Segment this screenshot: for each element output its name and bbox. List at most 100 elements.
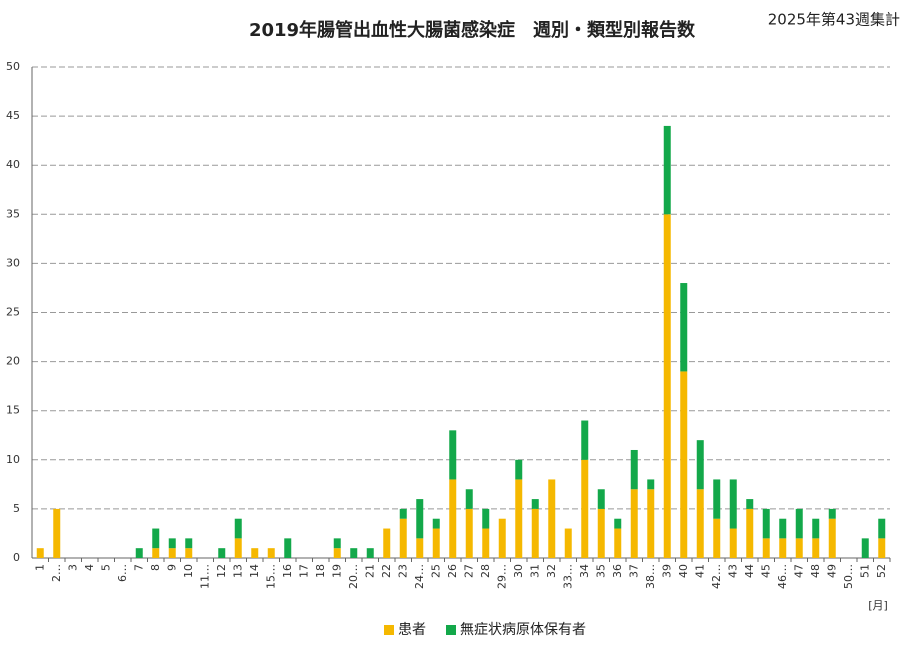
bar-segment bbox=[218, 548, 226, 558]
bar-segment bbox=[614, 528, 622, 558]
bar-segment bbox=[333, 548, 341, 558]
x-tick-label: 18 bbox=[314, 564, 327, 578]
bar-segment bbox=[53, 508, 61, 558]
x-tick-label: 50… bbox=[842, 564, 855, 589]
x-tick-label: 52 bbox=[875, 564, 888, 578]
bar-segment bbox=[828, 508, 836, 519]
legend-label: 患者 bbox=[398, 622, 426, 638]
bar-segment bbox=[152, 528, 160, 549]
x-tick-label: 28 bbox=[479, 564, 492, 578]
bar-segment bbox=[630, 489, 638, 558]
x-tick-label: 33… bbox=[561, 564, 574, 589]
bar-segment bbox=[432, 518, 440, 529]
bar-segment bbox=[366, 548, 374, 558]
x-tick-label: 42… bbox=[710, 564, 723, 589]
bar-segment bbox=[663, 214, 671, 559]
bar-segment bbox=[564, 528, 572, 558]
chart-title: 2019年腸管出血性大腸菌感染症 週別・類型別報告数 bbox=[249, 19, 696, 41]
bar-segment bbox=[531, 508, 539, 558]
bar-segment bbox=[465, 489, 473, 509]
bar-segment bbox=[284, 538, 292, 558]
bar-segment bbox=[680, 371, 688, 558]
x-tick-label: 39 bbox=[660, 564, 673, 578]
bar-segment bbox=[597, 508, 605, 558]
bar-segment bbox=[696, 489, 704, 558]
legend-swatch bbox=[446, 625, 456, 635]
bar-segment bbox=[36, 548, 44, 558]
y-tick-label: 20 bbox=[6, 355, 20, 368]
y-tick-label: 10 bbox=[6, 453, 20, 466]
x-tick-label: 31 bbox=[528, 564, 541, 578]
bar-segment bbox=[663, 125, 671, 215]
bar-segment bbox=[729, 528, 737, 558]
x-tick-label: 51 bbox=[858, 564, 871, 578]
x-tick-label: 2… bbox=[50, 564, 63, 582]
x-tick-label: 19 bbox=[330, 564, 343, 578]
legend-label: 無症状病原体保有者 bbox=[460, 622, 586, 638]
x-tick-label: 36 bbox=[611, 564, 624, 578]
bar-segment bbox=[548, 479, 556, 558]
x-tick-label: 22 bbox=[380, 564, 393, 578]
bar-segment bbox=[399, 518, 407, 558]
x-tick-label: 5 bbox=[99, 564, 112, 571]
x-tick-label: 29… bbox=[495, 564, 508, 589]
bar-segment bbox=[647, 489, 655, 558]
x-tick-label: 44 bbox=[743, 564, 756, 578]
bar-segment bbox=[482, 508, 490, 529]
bar-segment bbox=[416, 538, 424, 558]
bar-segment bbox=[696, 440, 704, 490]
bar-segment bbox=[597, 489, 605, 509]
y-tick-label: 45 bbox=[6, 109, 20, 122]
x-tick-label: 21 bbox=[363, 564, 376, 578]
x-tick-label: 6… bbox=[116, 564, 129, 582]
x-tick-label: 40 bbox=[677, 564, 690, 578]
x-tick-label: 17 bbox=[297, 564, 310, 578]
y-tick-label: 0 bbox=[13, 551, 20, 564]
bar-segment bbox=[185, 548, 193, 558]
bar-segment bbox=[168, 548, 176, 558]
x-tick-label: 43 bbox=[726, 564, 739, 578]
y-tick-label: 40 bbox=[6, 158, 20, 171]
x-tick-label: 37 bbox=[627, 564, 640, 578]
bar-segment bbox=[713, 518, 721, 558]
x-tick-label: 34 bbox=[578, 564, 591, 578]
x-tick-label: 10 bbox=[182, 564, 195, 578]
bar-segment bbox=[812, 518, 820, 539]
x-tick-label: 49 bbox=[825, 564, 838, 578]
bar-segment bbox=[498, 518, 506, 558]
bar-segment bbox=[762, 538, 770, 558]
x-tick-label: 7 bbox=[132, 564, 145, 571]
y-tick-label: 5 bbox=[13, 502, 20, 515]
bar-segment bbox=[482, 528, 490, 558]
bar-segment bbox=[878, 518, 886, 539]
bar-segment bbox=[135, 548, 143, 558]
bar-segment bbox=[861, 538, 869, 558]
bar-segment bbox=[152, 548, 160, 558]
bar-segment bbox=[432, 528, 440, 558]
x-tick-label: 23 bbox=[396, 564, 409, 578]
x-tick-label: 35 bbox=[594, 564, 607, 578]
y-tick-label: 30 bbox=[6, 256, 20, 269]
x-tick-label: 46… bbox=[776, 564, 789, 589]
x-axis-label: [月] bbox=[868, 599, 888, 612]
x-tick-label: 20… bbox=[347, 564, 360, 589]
x-tick-label: 11… bbox=[198, 564, 211, 589]
bar-segment bbox=[267, 548, 275, 558]
x-tick-label: 1 bbox=[33, 564, 46, 571]
bar-segment bbox=[515, 459, 523, 480]
x-tick-label: 38… bbox=[644, 564, 657, 589]
bar-segment bbox=[449, 479, 457, 558]
chart-subtitle: 2025年第43週集計 bbox=[768, 11, 900, 29]
bar-segment bbox=[779, 518, 787, 539]
x-tick-label: 45 bbox=[759, 564, 772, 578]
bar-segment bbox=[812, 538, 820, 558]
bar-segment bbox=[630, 449, 638, 490]
y-tick-label: 15 bbox=[6, 404, 20, 417]
bar-segment bbox=[383, 528, 391, 558]
bar-segment bbox=[713, 479, 721, 519]
x-tick-label: 41 bbox=[693, 564, 706, 578]
bar-segment bbox=[779, 538, 787, 558]
bar-segment bbox=[746, 499, 754, 509]
x-tick-label: 14 bbox=[248, 564, 261, 578]
bar-segment bbox=[333, 538, 341, 549]
